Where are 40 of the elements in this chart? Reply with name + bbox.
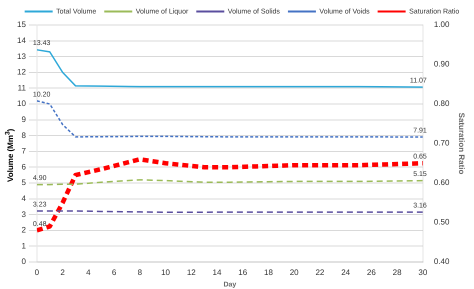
x-tick-label: 8 xyxy=(138,268,143,278)
y-tick-label: 5 xyxy=(21,178,26,188)
y-tick-label: 6 xyxy=(21,162,26,172)
y2-tick-label: 0.60 xyxy=(434,178,450,188)
x-tick-label: 18 xyxy=(264,268,274,278)
y2-tick-label: 0.90 xyxy=(434,60,450,69)
y-tick-label: 1 xyxy=(21,241,26,250)
y-tick-label: 2 xyxy=(21,226,26,235)
y-tick-label: 11 xyxy=(18,83,26,92)
y-tick-label: 10 xyxy=(16,99,26,108)
y-tick-label: 0 xyxy=(21,257,26,266)
x-tick-label: 4 xyxy=(86,268,92,278)
x-tick-label: 16 xyxy=(238,268,248,278)
x-tick-label: 22 xyxy=(315,268,325,278)
x-tick-label: 20 xyxy=(290,268,300,278)
y2-tick-label: 0.40 xyxy=(434,257,450,266)
x-tick-label: 26 xyxy=(366,268,376,278)
x-tick-label: 14 xyxy=(212,268,222,278)
x-tick-label: 30 xyxy=(418,268,428,278)
x-tick-label: 28 xyxy=(392,268,402,278)
y2-tick-label: 0.50 xyxy=(434,218,450,227)
x-tick-label: 24 xyxy=(341,268,351,278)
y2-tick-label: 0.70 xyxy=(434,138,450,148)
y-tick-label: 4 xyxy=(21,194,26,204)
y-tick-label: 15 xyxy=(16,20,26,30)
x-tick-label: 2 xyxy=(60,268,66,278)
x-tick-label: 0 xyxy=(34,268,40,278)
y-tick-label: 13 xyxy=(16,52,26,61)
x-tick-label: 12 xyxy=(186,268,196,278)
y-tick-label: 12 xyxy=(16,68,26,77)
x-tick-label: 6 xyxy=(112,268,117,278)
x-tick-label: 10 xyxy=(161,268,171,278)
y-tick-label: 8 xyxy=(21,130,26,140)
y2-axis-title: Saturation Ratio xyxy=(456,112,466,175)
y2-tick-label: 1.00 xyxy=(434,20,450,30)
y-tick-label: 14 xyxy=(16,36,26,46)
y-tick-label: 7 xyxy=(21,146,26,156)
y2-tick-label: 0.80 xyxy=(434,99,450,108)
y-tick-label: 9 xyxy=(21,115,26,124)
y-tick-label: 3 xyxy=(21,210,26,219)
